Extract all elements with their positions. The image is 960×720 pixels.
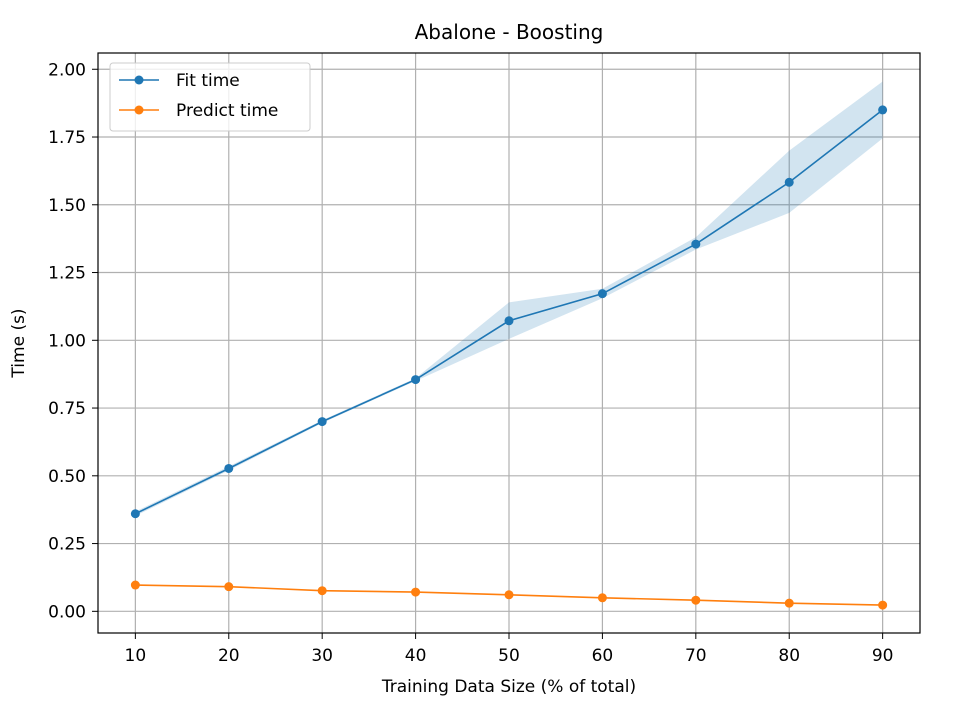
x-axis-ticks: 10 20 30 40 50 60 70 80 90 xyxy=(125,633,894,666)
x-tick-label: 50 xyxy=(498,646,520,666)
data-point xyxy=(130,509,140,519)
x-tick-label: 60 xyxy=(592,646,614,666)
x-tick-label: 40 xyxy=(405,646,427,666)
legend-fit-label: Fit time xyxy=(176,71,240,91)
legend-predict-marker xyxy=(134,105,144,115)
data-point xyxy=(691,239,701,249)
x-tick-label: 20 xyxy=(218,646,240,666)
legend-box xyxy=(109,62,311,132)
y-tick-label: 1.50 xyxy=(48,196,86,216)
y-axis-label: Time (s) xyxy=(9,308,29,378)
data-point xyxy=(504,316,514,326)
y-tick-label: 1.75 xyxy=(48,128,86,148)
legend-fit-marker xyxy=(134,75,144,85)
legend: Fit time Predict time xyxy=(109,62,311,132)
y-tick-label: 0.75 xyxy=(48,399,86,419)
data-point xyxy=(597,593,607,603)
y-tick-label: 0.00 xyxy=(48,602,86,622)
data-point xyxy=(878,105,888,115)
data-point xyxy=(411,587,421,597)
grid xyxy=(98,53,920,633)
data-point xyxy=(504,590,514,600)
data-point xyxy=(224,463,234,473)
legend-predict-label: Predict time xyxy=(176,101,278,121)
data-point xyxy=(691,595,701,605)
data-point xyxy=(878,600,888,610)
x-tick-label: 90 xyxy=(872,646,894,666)
x-axis-label: Training Data Size (% of total) xyxy=(381,677,636,697)
data-point xyxy=(317,586,327,596)
y-tick-label: 1.25 xyxy=(48,264,86,284)
data-point xyxy=(224,582,234,592)
data-point xyxy=(784,177,794,187)
y-tick-label: 1.00 xyxy=(48,331,86,351)
y-tick-label: 0.25 xyxy=(48,535,86,555)
data-point xyxy=(784,598,794,608)
x-tick-label: 80 xyxy=(778,646,800,666)
x-tick-label: 30 xyxy=(311,646,333,666)
x-tick-label: 10 xyxy=(125,646,147,666)
data-point xyxy=(597,289,607,299)
y-tick-label: 0.50 xyxy=(48,467,86,487)
data-point xyxy=(411,375,421,385)
x-tick-label: 70 xyxy=(685,646,707,666)
series-points xyxy=(130,105,888,610)
data-point xyxy=(130,580,140,590)
chart-title: Abalone - Boosting xyxy=(415,20,604,44)
y-tick-label: 2.00 xyxy=(48,60,86,80)
data-point xyxy=(317,417,327,427)
y-axis-ticks: 0.00 0.25 0.50 0.75 1.00 1.25 1.50 1.75 2.00 xyxy=(48,60,98,622)
